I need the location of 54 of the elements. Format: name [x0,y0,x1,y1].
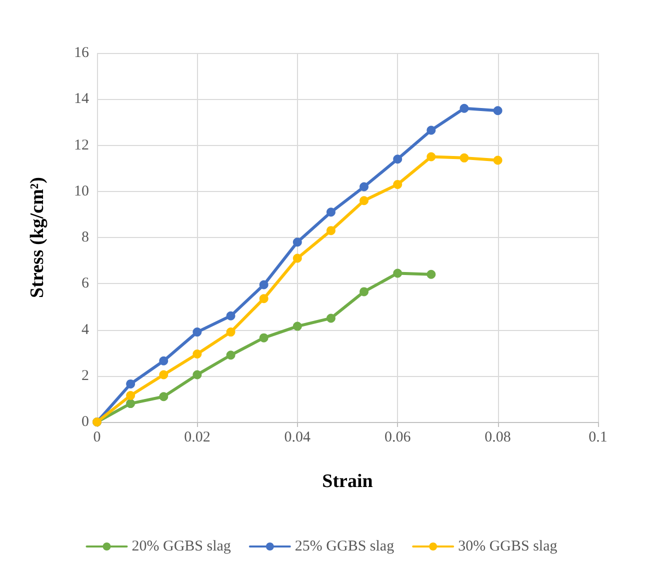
point [159,370,168,380]
y-tick-label: 6 [82,276,90,292]
point [493,156,502,165]
point [426,270,436,279]
point [192,328,202,337]
x-tick-label: 0 [93,430,101,446]
point [493,106,502,116]
y-tick-label: 16 [74,45,90,61]
point [326,208,336,217]
point [393,154,402,164]
legend-label: 30% GGBS slag [458,538,558,554]
legend-label: 25% GGBS slag [294,538,395,554]
y-tick-label: 2 [82,368,89,384]
y-tick-label: 12 [74,137,89,154]
point [460,104,469,113]
point [326,226,336,236]
point [460,153,469,162]
y-tick-label: 10 [74,183,89,200]
x-tick-label: 0.1 [588,430,608,446]
point [292,254,302,263]
point [393,268,402,278]
point [393,180,402,189]
y-tick-label: 8 [82,230,89,246]
point [226,328,236,337]
x-tick-label: 0.08 [484,430,511,446]
x-axis-title: Strain [322,471,374,492]
point [126,379,136,388]
x-tick-label: 0.06 [384,430,412,446]
y-tick-label: 14 [74,91,90,108]
y-tick-label: 4 [82,322,90,338]
point [192,349,202,358]
point [326,314,336,323]
point [259,333,268,342]
point [126,399,136,408]
point [259,294,268,304]
point [292,238,302,247]
point [159,356,168,366]
point [192,370,202,380]
point [226,311,236,320]
y-tick-label: 0 [82,414,89,430]
point [360,287,369,296]
point [126,390,136,400]
point [360,196,369,206]
point [360,182,369,192]
y-axis-title: Stress (kg/cm²) [27,177,48,298]
point [259,280,268,290]
point [226,350,236,360]
point [426,126,436,135]
point [159,392,168,402]
legend-label: 20% GGBS slag [132,538,232,554]
point [426,152,436,162]
point [292,322,302,331]
x-tick-label: 0.04 [284,430,312,446]
x-tick-label: 0.02 [184,430,210,446]
